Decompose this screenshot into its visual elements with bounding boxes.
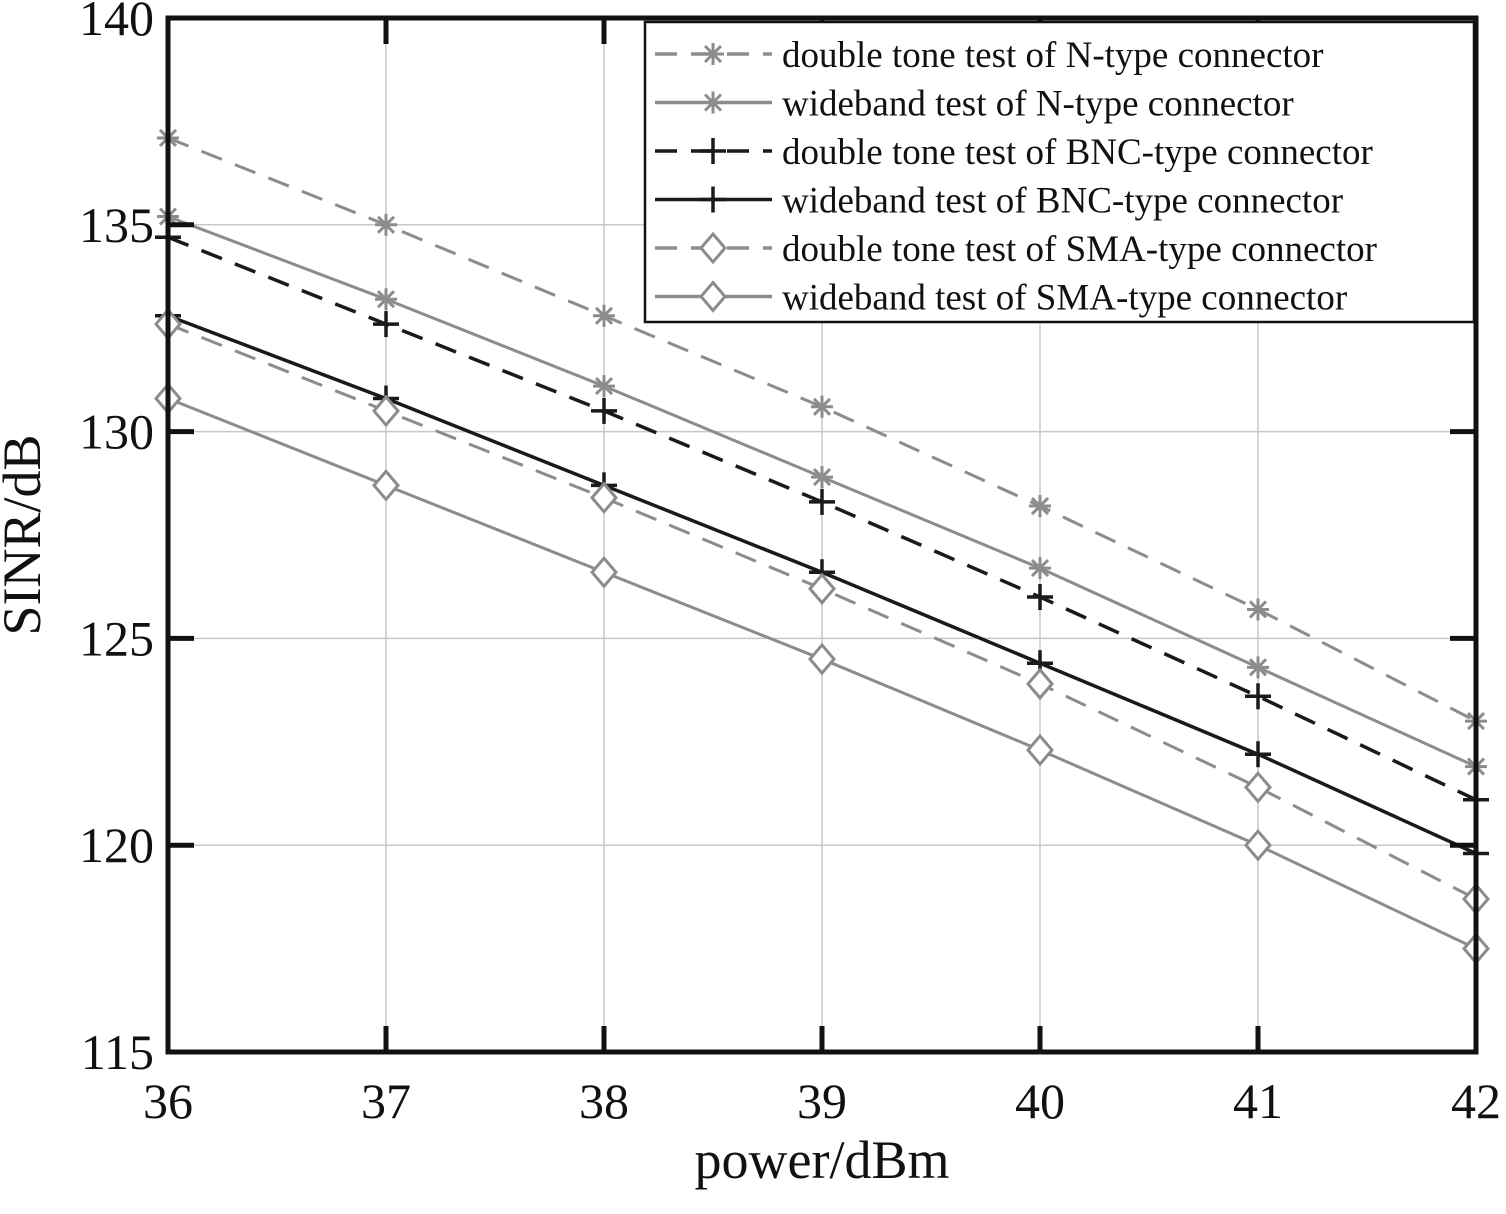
legend-item: double tone test of SMA-type connector — [655, 229, 1377, 270]
diamond-marker — [699, 231, 727, 265]
y-tick-label: 115 — [81, 1024, 154, 1080]
diamond-marker — [1026, 667, 1054, 701]
asterisk-marker — [593, 375, 615, 398]
legend-label: wideband test of BNC-type connector — [782, 181, 1343, 222]
asterisk-marker — [702, 91, 724, 114]
legend-item: wideband test of BNC-type connector — [655, 181, 1343, 222]
x-tick-label: 36 — [143, 1073, 193, 1129]
legend-item: double tone test of N-type connector — [655, 35, 1323, 76]
asterisk-marker — [811, 466, 833, 489]
legend-item: wideband test of N-type connector — [655, 84, 1294, 125]
diamond-marker — [699, 280, 727, 313]
x-tick-label: 38 — [579, 1073, 629, 1129]
asterisk-marker — [1029, 557, 1051, 580]
plus-marker — [700, 186, 726, 213]
asterisk-marker — [375, 213, 397, 236]
legend-box — [643, 20, 1476, 324]
legend-label: double tone test of N-type connector — [782, 35, 1323, 76]
legend-label: double tone test of BNC-type connector — [782, 132, 1373, 173]
y-tick-label: 140 — [79, 0, 154, 46]
x-tick-label: 37 — [361, 1073, 411, 1129]
y-tick-label: 135 — [79, 197, 154, 253]
x-tick-label: 41 — [1233, 1073, 1283, 1129]
y-tick-label: 125 — [79, 610, 154, 666]
legend-label: double tone test of SMA-type connector — [782, 229, 1377, 270]
legend-item: wideband test of SMA-type connector — [655, 278, 1347, 319]
diamond-marker — [1026, 733, 1054, 767]
diamond-marker — [1244, 828, 1272, 862]
plus-marker — [373, 311, 399, 338]
diamond-marker — [808, 642, 836, 676]
asterisk-marker — [593, 304, 615, 327]
asterisk-marker — [811, 395, 833, 418]
plus-marker — [700, 138, 726, 164]
x-tick-label: 39 — [797, 1073, 847, 1129]
asterisk-marker — [1247, 656, 1269, 679]
asterisk-marker — [1029, 495, 1051, 518]
plus-marker — [591, 397, 617, 424]
legend-item: double tone test of BNC-type connector — [655, 132, 1373, 173]
x-tick-label: 42 — [1451, 1073, 1501, 1129]
x-axis-label: power/dBm — [695, 1130, 950, 1190]
y-tick-label: 130 — [79, 404, 154, 460]
asterisk-marker — [375, 288, 397, 311]
asterisk-marker — [1247, 598, 1269, 621]
legend: double tone test of N-type connector wide… — [643, 20, 1476, 324]
series-layer — [154, 126, 1490, 965]
diamond-marker — [808, 572, 836, 606]
legend-label: wideband test of N-type connector — [782, 84, 1294, 125]
diamond-marker — [1244, 770, 1272, 804]
diamond-marker — [372, 469, 400, 502]
diamond-marker — [590, 481, 618, 515]
plus-marker — [1027, 584, 1053, 611]
y-tick-label: 120 — [79, 817, 154, 873]
asterisk-marker — [702, 43, 724, 65]
plus-marker — [1245, 683, 1271, 710]
axis-ticks: 36 37 38 39 40 41 42 115 120 125 130 135 140 — [79, 0, 1501, 1129]
series-5 — [154, 307, 1490, 916]
x-tick-label: 40 — [1015, 1073, 1065, 1129]
diamond-marker — [372, 394, 400, 428]
plus-marker — [1245, 741, 1271, 768]
y-axis-label: SINR/dB — [0, 434, 52, 635]
plus-marker — [809, 488, 835, 515]
legend-label: wideband test of SMA-type connector — [782, 278, 1347, 319]
diamond-marker — [590, 555, 618, 589]
